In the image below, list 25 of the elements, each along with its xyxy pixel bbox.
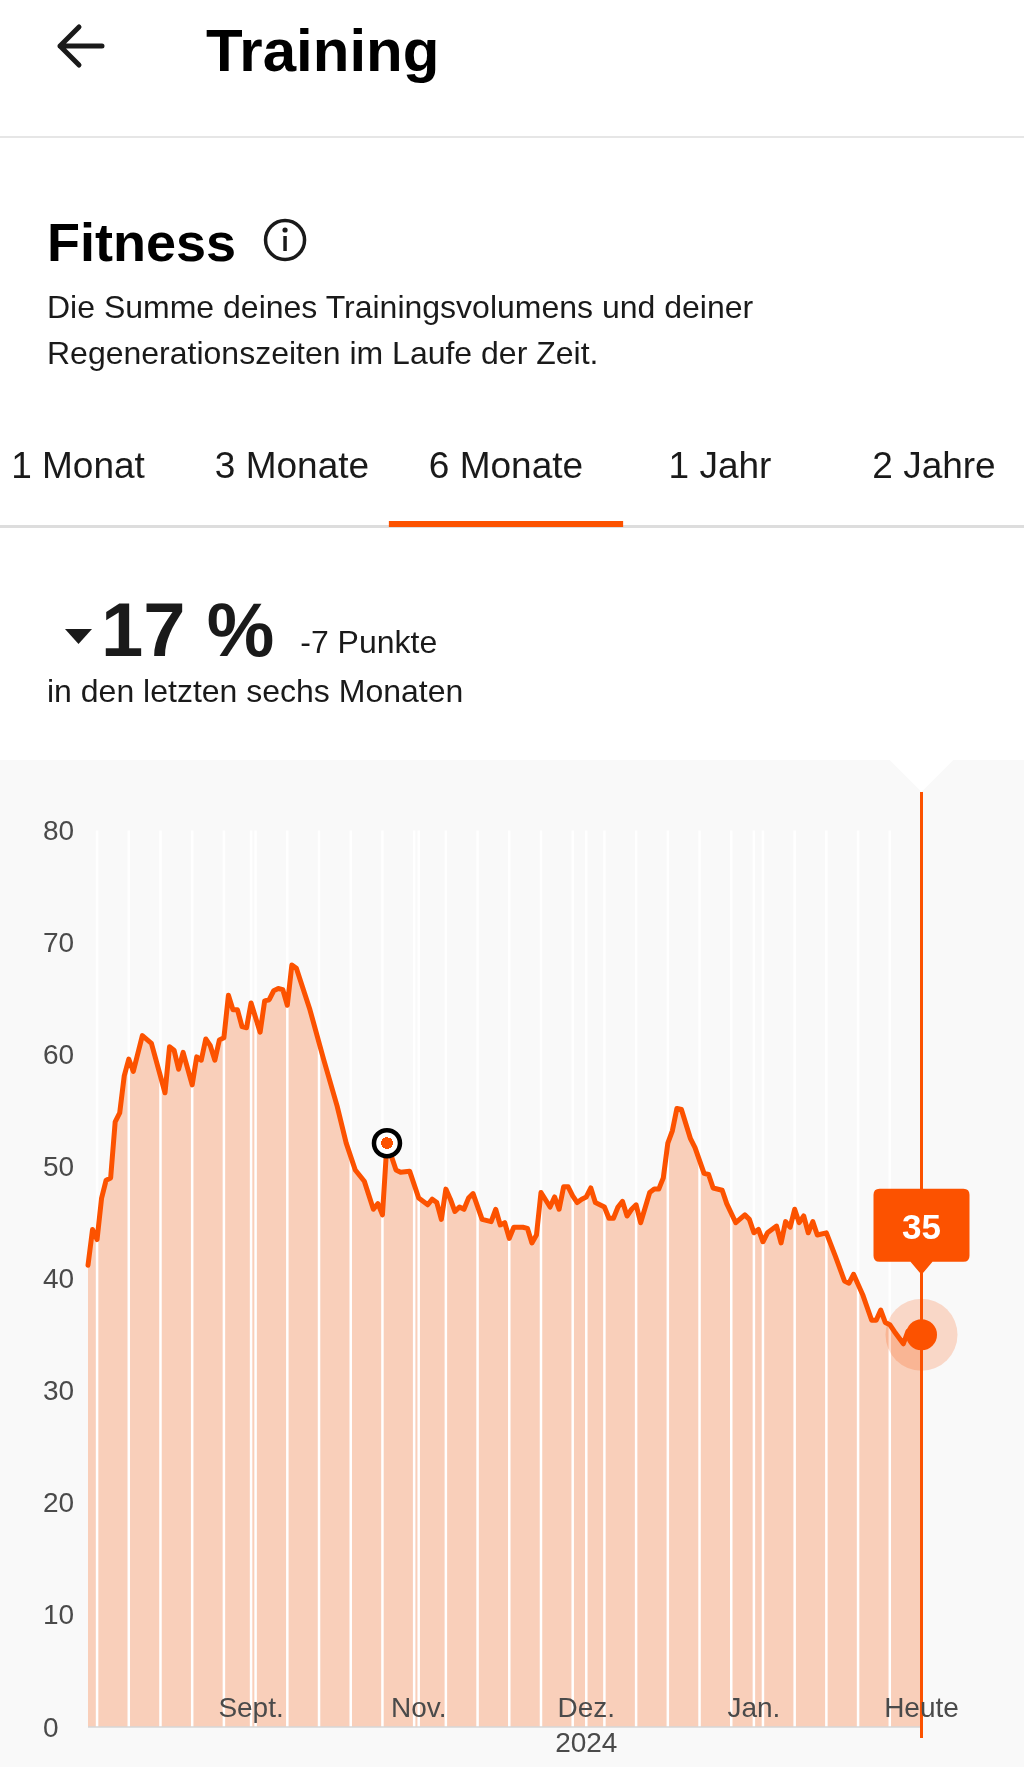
text: 17 %: [101, 587, 275, 672]
text: in den letzten sechs Monaten: [47, 673, 464, 709]
text: 1 Monat: [11, 445, 146, 486]
y-tick-label: 40: [43, 1263, 75, 1295]
y-tick-label: 30: [43, 1375, 75, 1407]
text: -7 Punkte: [300, 624, 438, 660]
x-tick-label: Dez. 2024: [555, 1692, 618, 1758]
text: Die Summe deines Trainingsvolumens und deiner Regenerationszeiten im Laufe der Zeit.: [47, 289, 754, 371]
y-tick-label: 10: [43, 1599, 75, 1631]
y-tick-label: 80: [43, 815, 75, 846]
x-tick-label: Jan.: [727, 1692, 781, 1723]
annotation: 35: [902, 1206, 941, 1246]
x-tick-label: Nov.: [390, 1692, 447, 1723]
text: 2 Jahre: [872, 445, 996, 486]
y-tick-label: 0: [43, 1711, 59, 1743]
y-tick-label: 20: [43, 1487, 75, 1519]
y-tick-label: 70: [43, 927, 75, 959]
text: 6 Monate: [428, 445, 584, 486]
text: 3 Monate: [214, 445, 370, 486]
chart-title: Training: [206, 17, 440, 84]
y-tick-label: 60: [43, 1039, 75, 1071]
x-tick-label: Sept.: [218, 1692, 284, 1723]
y-tick-label: 50: [43, 1151, 75, 1183]
text: 1 Jahr: [668, 445, 772, 486]
chart-subtitle: Fitness: [47, 212, 237, 272]
